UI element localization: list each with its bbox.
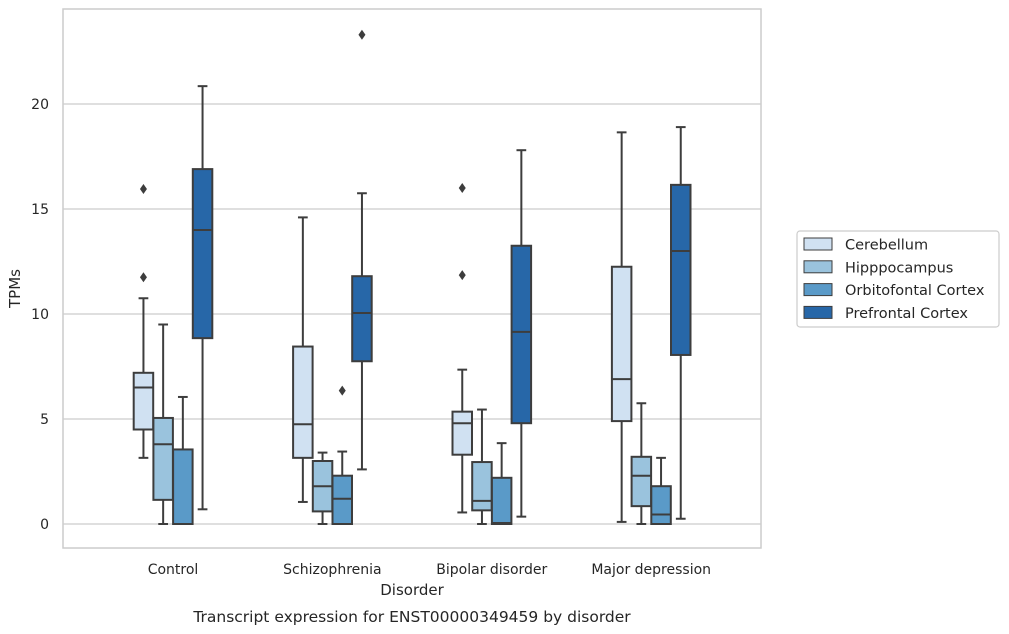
legend-swatch [803,305,833,319]
box-body [670,183,692,356]
box-hipppocampus-2 [471,408,493,525]
box-orbitofontal-cortex-1 [331,385,353,526]
box-orbitofontal-cortex-3 [650,456,672,526]
box-body [490,476,513,525]
x-tick-label: Major depression [591,562,711,578]
outlier-point [458,270,466,281]
y-tick-label: 5 [40,412,49,428]
box-cerebellum-3 [610,131,633,523]
outlier-point [139,272,147,283]
y-axis-ticks: 0 5 10 15 20 [31,97,49,533]
box-body [471,461,493,512]
box-body [132,371,155,431]
x-axis-ticks: Control Schizophrenia Bipolar disorder Majo… [148,562,711,578]
box-body [331,474,353,526]
box-body [292,345,314,459]
box-body [451,410,473,456]
legend-swatch [803,237,833,251]
box-hipppocampus-1 [311,451,334,525]
box-orbitofontal-cortex-2 [490,442,513,525]
box-body [172,448,194,526]
box-prefrontal-cortex-1 [351,29,373,471]
y-tick-label: 20 [31,97,49,113]
box-body [351,275,373,363]
x-tick-label: Schizophrenia [283,562,381,578]
legend-swatch [803,260,833,274]
outlier-point [338,385,346,396]
box-body [630,455,653,508]
box-cerebellum-2 [451,183,473,514]
box-plot-marks [132,29,692,526]
legend-label: Orbitofontal Cortex [845,283,985,299]
box-body [152,416,174,501]
legend: Cerebellum Hipppocampus Orbitofontal Corte… [796,230,1000,328]
legend-label: Hipppocampus [845,260,953,276]
outlier-point [139,184,147,195]
y-tick-label: 0 [40,517,49,533]
box-cerebellum-0 [132,184,155,459]
box-body [191,168,214,340]
outlier-point [358,29,366,40]
x-tick-label: Control [148,562,199,578]
box-hipppocampus-0 [152,323,174,525]
legend-frame [796,230,1000,328]
x-axis-label: Disorder [380,581,444,599]
legend-label: Prefrontal Cortex [845,306,968,322]
box-prefrontal-cortex-3 [670,126,692,520]
box-body [510,244,533,425]
x-tick-label: Bipolar disorder [436,562,547,578]
legend-label: Cerebellum [845,238,928,254]
box-body [610,265,633,423]
outlier-point [458,183,466,193]
plot-frame [62,8,762,549]
y-tick-label: 15 [31,202,49,218]
legend-swatch [803,283,833,297]
box-body [650,485,672,526]
y-tick-label: 10 [31,307,49,323]
box-prefrontal-cortex-0 [191,85,214,511]
box-orbitofontal-cortex-0 [172,395,194,526]
chart-caption: Transcript expression for ENST0000034945… [192,608,631,626]
box-prefrontal-cortex-2 [510,149,533,518]
box-hipppocampus-3 [630,402,653,525]
box-cerebellum-1 [292,216,314,503]
y-axis-label: TPMs [6,269,24,309]
